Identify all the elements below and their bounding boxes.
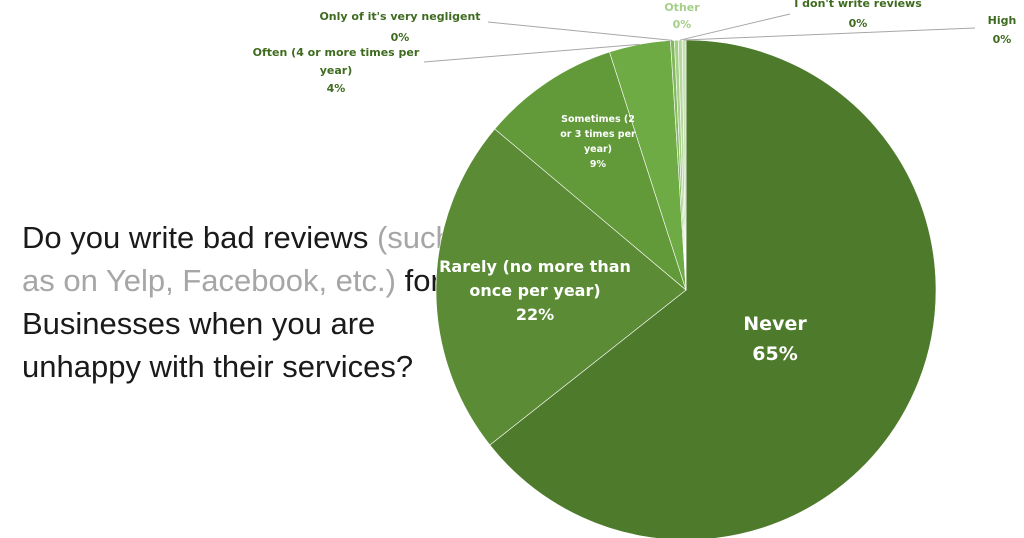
question-text-main: Do you write bad reviews [22, 220, 369, 255]
question-text-example: (such as on Yelp, Facebook, etc.) [22, 220, 453, 298]
leader-line-often-4-or-more-times-per-year [423, 43, 640, 63]
slice-label-sometimes-2-or-3-times-per-year: Sometimes (2 or 3 times per year) 9% [560, 114, 636, 170]
slice-label-other: Other 0% [664, 1, 700, 31]
slice-label-i-don-t-write-reviews: I don't write reviews 0% [794, 0, 922, 30]
leader-line-i-don-t-write-reviews [680, 13, 791, 41]
slice-label-high: High 0% [988, 14, 1017, 46]
slice-label-rarely-no-more-than-once-per-year: Rarely (no more than once per year) 22% [439, 257, 631, 324]
pie-slice-rarely-no-more-than-once-per-year [435, 128, 687, 446]
slice-label-often-4-or-more-times-per-year: Often (4 or more times per year) 4% [253, 46, 420, 95]
slice-label-only-of-it-s-very-negligent: Only of it's very negligent 0% [319, 10, 480, 44]
pie-slice-never [489, 39, 937, 538]
pie-slice-sometimes-2-or-3-times-per-year [494, 51, 687, 291]
question-text-rest: for Businesses when you are unhappy with… [22, 263, 441, 384]
leader-line-high [684, 27, 976, 41]
slice-label-never: Never 65% [743, 313, 807, 365]
leader-line-only-of-it-s-very-negligent [487, 21, 673, 41]
survey-question: Do you write bad reviews (such as on Yel… [22, 216, 462, 388]
